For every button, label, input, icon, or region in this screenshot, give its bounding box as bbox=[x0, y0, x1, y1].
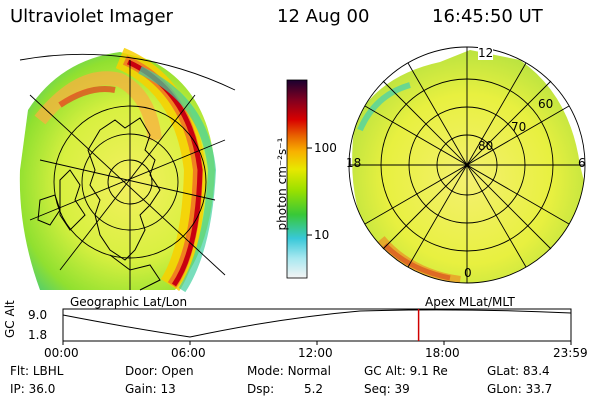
image-time: 16:45:50 UT bbox=[432, 6, 543, 27]
time-tick-0600: 06:00 bbox=[171, 346, 206, 360]
apex-caption: Apex MLat/MLT bbox=[425, 295, 515, 309]
altitude-tick-high: 9.0 bbox=[28, 308, 48, 322]
altitude-axis-label: GC Alt bbox=[3, 300, 17, 338]
status-glat: GLat: 83.4 bbox=[487, 364, 550, 378]
mlat-label-80: 80 bbox=[478, 139, 494, 153]
status-seq: Seq: 39 bbox=[364, 382, 410, 396]
image-date: 12 Aug 00 bbox=[277, 6, 370, 27]
instrument-title: Ultraviolet Imager bbox=[10, 6, 173, 27]
status-gain: Gain: 13 bbox=[125, 382, 176, 396]
colorbar-tick-100: 100 bbox=[314, 141, 337, 155]
colorbar-tick-10: 10 bbox=[314, 228, 330, 242]
status-door: Door: Open bbox=[125, 364, 194, 378]
mlat-label-60: 60 bbox=[538, 97, 554, 111]
status-ip: IP: 36.0 bbox=[10, 382, 56, 396]
geographic-caption: Geographic Lat/Lon bbox=[70, 295, 188, 309]
status-mode: Mode: Normal bbox=[247, 364, 331, 378]
status-flt: Flt: LBHL bbox=[10, 364, 64, 378]
mlt-label-12: 12 bbox=[478, 46, 494, 60]
mlt-label-0: 0 bbox=[464, 266, 472, 280]
mlat-label-70: 70 bbox=[511, 120, 527, 134]
time-tick-1800: 18:00 bbox=[425, 346, 460, 360]
time-tick-2359: 23:59 bbox=[553, 346, 588, 360]
status-gc-alt: GC Alt: 9.1 Re bbox=[364, 364, 448, 378]
mlt-label-18: 18 bbox=[346, 156, 362, 170]
time-tick-1200: 12:00 bbox=[298, 346, 333, 360]
status-glon: GLon: 33.7 bbox=[487, 382, 553, 396]
time-tick-0000: 00:00 bbox=[44, 346, 79, 360]
mlt-label-6: 6 bbox=[578, 156, 586, 170]
altitude-tick-low: 1.8 bbox=[28, 328, 48, 342]
status-dsp: Dsp: 5.2 bbox=[247, 382, 324, 396]
